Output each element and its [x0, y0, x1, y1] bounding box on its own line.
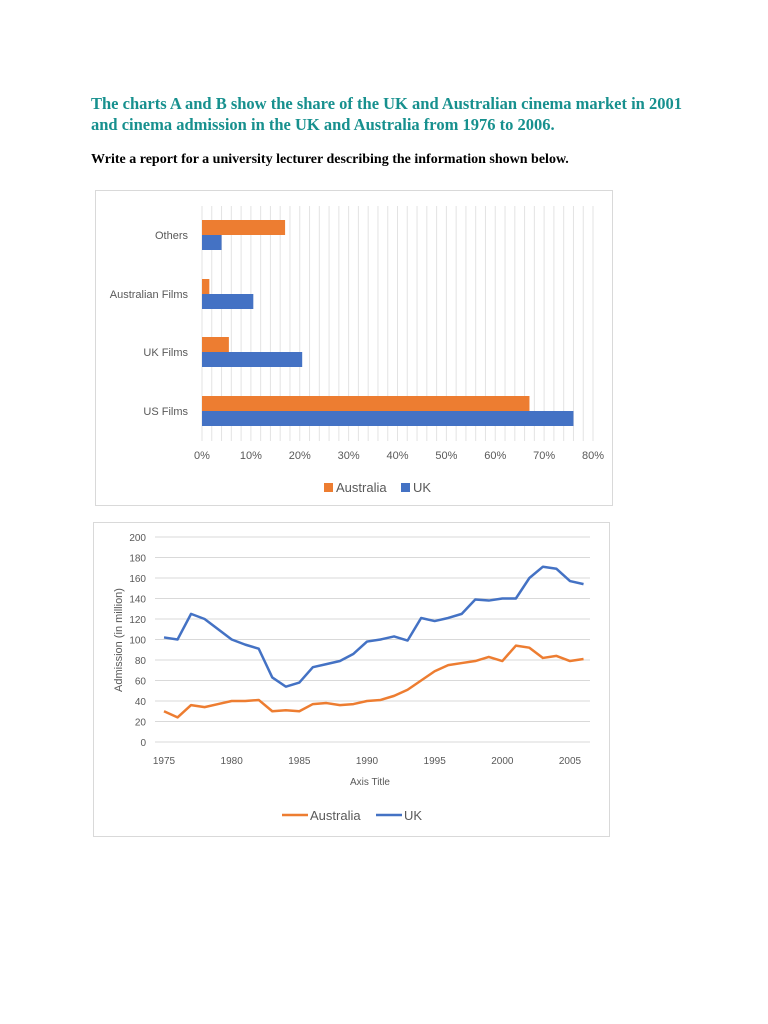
y-tick-label: 160: [129, 574, 146, 585]
bar-chart-frame: Others Australian Films UK Films US Films 0%…: [95, 190, 613, 506]
legend-swatch-australia: [324, 483, 333, 492]
bar-australia: [202, 279, 210, 294]
x-tick-label: 1995: [424, 756, 447, 767]
bar-uk: [202, 411, 574, 426]
line-uk: [163, 565, 584, 688]
heading: The charts A and B show the share of the…: [91, 94, 682, 134]
legend-label: UK: [404, 808, 422, 823]
instruction: Write a report for a university lecturer…: [91, 152, 569, 167]
category-label: UK Films: [143, 347, 188, 359]
bar-chart: Others Australian Films UK Films US Films 0%…: [110, 206, 604, 495]
x-tick-label: 40%: [386, 450, 408, 462]
x-tick-label: 1975: [153, 756, 176, 767]
legend-label: Australia: [336, 480, 387, 495]
x-tick-label: 80%: [582, 450, 604, 462]
x-tick-label: 2000: [491, 756, 514, 767]
y-tick-label: 80: [135, 656, 147, 667]
x-axis-title: Axis Title: [350, 777, 390, 788]
x-tick-label: 20%: [289, 450, 311, 462]
legend-label: UK: [413, 480, 431, 495]
bar-uk: [202, 235, 222, 250]
line-chart-frame: 0 20 40 60 80 100 120 140 160 180 200 1975 1980 1985 1…: [93, 522, 610, 837]
x-tick-label: 10%: [240, 450, 262, 462]
y-tick-label: 0: [140, 738, 146, 749]
bar-australia: [202, 337, 229, 352]
y-tick-label: 40: [135, 697, 147, 708]
legend-label: Australia: [310, 808, 361, 823]
y-axis-title: Admission (in million): [113, 588, 125, 692]
y-tick-label: 140: [129, 595, 146, 606]
bar-australia: [202, 220, 286, 235]
line-chart: 0 20 40 60 80 100 120 140 160 180 200 1975 1980 1985 1…: [113, 533, 590, 823]
y-tick-label: 120: [129, 615, 146, 626]
x-tick-label: 60%: [484, 450, 506, 462]
legend-swatch-uk: [401, 483, 410, 492]
y-tick-label: 100: [129, 636, 146, 647]
y-tick-label: 180: [129, 554, 146, 565]
x-tick-label: 70%: [533, 450, 555, 462]
x-tick-label: 1980: [221, 756, 244, 767]
y-tick-label: 60: [135, 677, 147, 688]
bar-uk: [202, 294, 254, 309]
x-tick-label: 50%: [435, 450, 457, 462]
category-label: Australian Films: [110, 289, 189, 301]
line-australia: [163, 644, 584, 719]
x-tick-label: 1985: [288, 756, 311, 767]
y-tick-label: 200: [129, 533, 146, 544]
y-tick-label: 20: [135, 718, 147, 729]
category-label: Others: [155, 230, 189, 242]
x-tick-label: 2005: [559, 756, 582, 767]
x-tick-label: 0%: [194, 450, 210, 462]
x-tick-label: 30%: [338, 450, 360, 462]
bar-australia: [202, 396, 530, 411]
category-label: US Films: [143, 406, 188, 418]
x-tick-label: 1990: [356, 756, 379, 767]
bar-uk: [202, 352, 303, 367]
